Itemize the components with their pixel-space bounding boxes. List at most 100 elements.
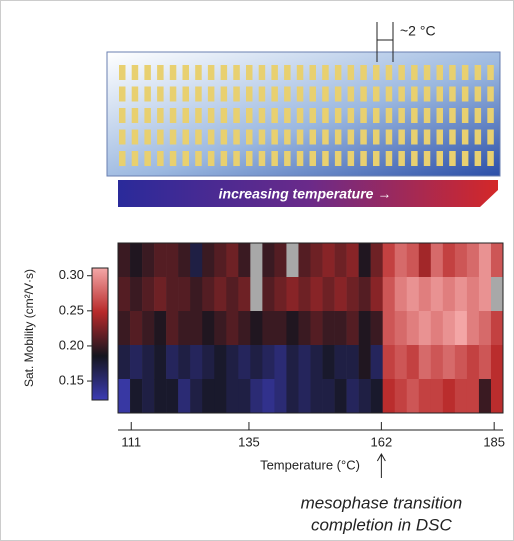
cell [202,311,215,346]
pad [322,108,329,123]
cell [118,243,131,278]
cell [130,243,143,278]
pad [398,65,405,80]
cell [238,311,251,346]
cell [406,243,420,278]
pad [131,86,139,102]
pad [449,108,456,123]
cell [118,345,131,380]
cell [394,277,408,312]
colorbar [91,267,109,401]
cell [370,277,383,312]
cell [490,379,504,414]
pad [233,129,240,145]
pad [373,108,380,123]
missing-cell [286,243,299,278]
pad [309,65,316,80]
cell [262,379,275,414]
pad [334,86,342,102]
pad [334,151,342,166]
pad [474,65,482,80]
cell [142,311,155,346]
pad [436,129,443,145]
plot-frame [117,242,504,414]
cell [346,277,359,312]
cell [454,311,468,346]
cell [202,379,215,414]
cell [478,243,492,278]
pad [385,86,393,102]
colorbar-tick-label: 0.30 [59,267,84,282]
pads [119,65,494,166]
cell [418,379,432,414]
pad [119,65,126,80]
cell [238,243,251,278]
cell [322,379,335,414]
cell [142,379,155,414]
pad [119,86,126,102]
cell [478,277,492,312]
cell [166,243,179,278]
pad [169,86,177,102]
pad [449,65,456,80]
pad [309,129,316,145]
pad [436,86,443,102]
cell [358,311,371,346]
cell [154,243,167,278]
cell [490,345,504,380]
pad [347,108,355,123]
cell [166,345,179,380]
cell [310,345,323,380]
x-label: Temperature (°C) [260,457,360,472]
pad [398,86,405,102]
pad [233,151,240,166]
pad [220,129,228,145]
pad [207,65,215,80]
pad [334,108,342,123]
cell [430,379,444,414]
cell [202,345,215,380]
pad [474,151,482,166]
cell [370,345,383,380]
pad [322,129,329,145]
pad [246,129,253,145]
cell [214,277,227,312]
cell [418,243,432,278]
pad [157,129,164,145]
pad [207,129,215,145]
note-line: completion in DSC [311,515,453,534]
cell [406,379,420,414]
cell [466,311,480,346]
pad [423,86,431,102]
cell [394,379,408,414]
cell [418,311,432,346]
missing-cell [490,277,504,312]
cell [286,277,299,312]
pad [284,86,291,102]
pad [284,108,291,123]
pad [258,151,266,166]
cell [202,243,215,278]
pad [347,129,355,145]
cell [214,243,227,278]
pad [296,65,304,80]
cell [442,243,456,278]
pad [461,129,469,145]
pad [144,151,151,166]
pad [423,151,431,166]
cell [166,277,179,312]
pad [119,151,126,166]
cell [226,345,239,380]
pad [284,151,291,166]
cell [478,379,492,414]
pad [449,86,456,102]
pad [271,108,278,123]
pad [360,86,367,102]
pad [373,129,380,145]
pad [309,86,316,102]
cell [142,345,155,380]
pad [258,108,266,123]
pad [119,129,126,145]
cell [130,345,143,380]
cell [178,277,191,312]
